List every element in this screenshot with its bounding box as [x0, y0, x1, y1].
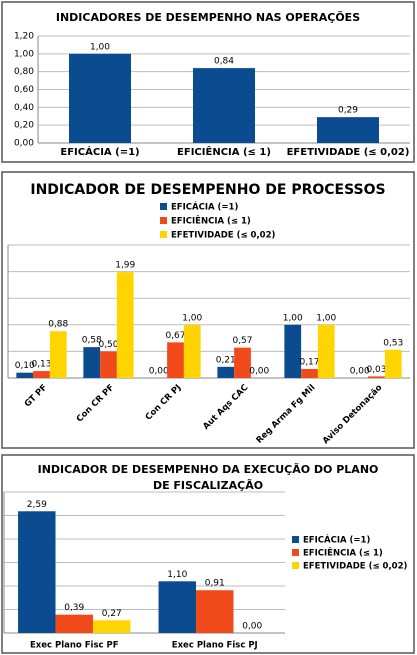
data-label: 0,67: [165, 331, 185, 341]
data-label: 0,91: [205, 579, 225, 589]
data-label: 0,00: [249, 367, 269, 377]
x-tick-label: EFICÁCIA (=1): [60, 145, 139, 158]
data-label: 0,29: [338, 106, 358, 116]
bar: [284, 324, 302, 378]
data-label: 1,99: [115, 261, 135, 271]
bar: [33, 371, 50, 378]
bar: [16, 372, 34, 378]
data-label: 0,00: [149, 367, 169, 377]
bar: [83, 347, 101, 378]
data-label: 0,53: [383, 338, 403, 348]
data-label: 0,50: [98, 340, 118, 350]
bar: [69, 53, 131, 144]
chart-title: INDICADORES DE DESEMPENHO NAS OPERAÇÕES: [56, 11, 360, 24]
data-label: 0,00: [242, 622, 262, 632]
data-label: 0,10: [15, 361, 35, 371]
bar: [301, 368, 318, 378]
data-label: 1,00: [283, 313, 303, 323]
legend-label: EFICIÊNCIA (≤ 1): [171, 215, 251, 227]
chart-title: INDICADOR DE DESEMPENHO DE PROCESSOS: [30, 182, 385, 198]
data-label: 0,88: [48, 320, 68, 330]
x-tick-label: Exec Plano Fisc PJ: [172, 641, 258, 651]
bar: [384, 349, 402, 378]
bar: [317, 324, 335, 378]
bar: [217, 366, 235, 378]
data-label: 0,00: [350, 367, 370, 377]
data-label: 1,00: [182, 313, 202, 323]
data-label: 0,39: [64, 603, 84, 613]
bar: [183, 324, 201, 378]
y-tick-label: 0,80: [14, 67, 34, 77]
data-label: 0,84: [214, 57, 234, 67]
data-label: 0,57: [232, 336, 252, 346]
legend-label: EFETIVIDADE (≤ 0,02): [171, 231, 276, 241]
legend-label: EFICIÊNCIA (≤ 1): [303, 547, 383, 559]
chart-title: INDICADOR DE DESEMPENHO DA EXECUÇÃO DO P…: [38, 463, 379, 476]
y-tick-label: 0,40: [14, 103, 34, 113]
bar: [368, 376, 385, 378]
legend-swatch: [292, 536, 299, 543]
bar: [18, 511, 56, 633]
x-tick-label: EFETIVIDADE (≤ 0,02): [287, 147, 410, 158]
bar: [92, 620, 131, 633]
y-tick-label: 1,00: [14, 49, 34, 59]
legend-swatch: [292, 562, 299, 569]
data-label: 0,27: [102, 609, 122, 619]
legend-label: EFICÁCIA (=1): [171, 201, 238, 213]
bar: [158, 581, 197, 633]
chart-title: DE FISCALIZAÇÃO: [153, 479, 263, 492]
bar: [167, 342, 184, 378]
legend-swatch: [160, 203, 167, 210]
x-tick-label: Exec Plano Fisc PF: [30, 641, 119, 651]
legend-swatch: [160, 217, 167, 224]
y-tick-label: 1,20: [14, 32, 34, 42]
data-label: 2,59: [27, 500, 47, 510]
x-tick-label: EFICIÊNCIA (≤ 1): [177, 145, 271, 158]
panel: [1, 171, 415, 449]
y-tick-label: 0,60: [14, 85, 34, 95]
bar: [49, 331, 67, 378]
data-label: 0,17: [299, 357, 319, 367]
legend-label: EFICÁCIA (=1): [303, 534, 370, 546]
data-label: 1,10: [167, 570, 187, 580]
bar: [116, 272, 134, 378]
bar: [55, 614, 93, 633]
data-label: 0,58: [82, 336, 102, 346]
data-label: 1,00: [90, 42, 110, 52]
bar: [234, 347, 251, 378]
data-label: 0,21: [216, 355, 236, 365]
data-label: 0,03: [366, 365, 386, 375]
legend-label: EFETIVIDADE (≤ 0,02): [303, 562, 408, 572]
y-tick-label: 0,20: [14, 121, 34, 131]
y-tick-label: 0,00: [14, 139, 34, 149]
data-label: 0,13: [31, 360, 51, 370]
bar: [317, 117, 379, 143]
bar: [100, 351, 117, 378]
data-label: 1,00: [316, 313, 336, 323]
bar: [196, 590, 234, 633]
legend-swatch: [292, 549, 299, 556]
legend-swatch: [160, 231, 167, 238]
bar: [193, 68, 255, 143]
